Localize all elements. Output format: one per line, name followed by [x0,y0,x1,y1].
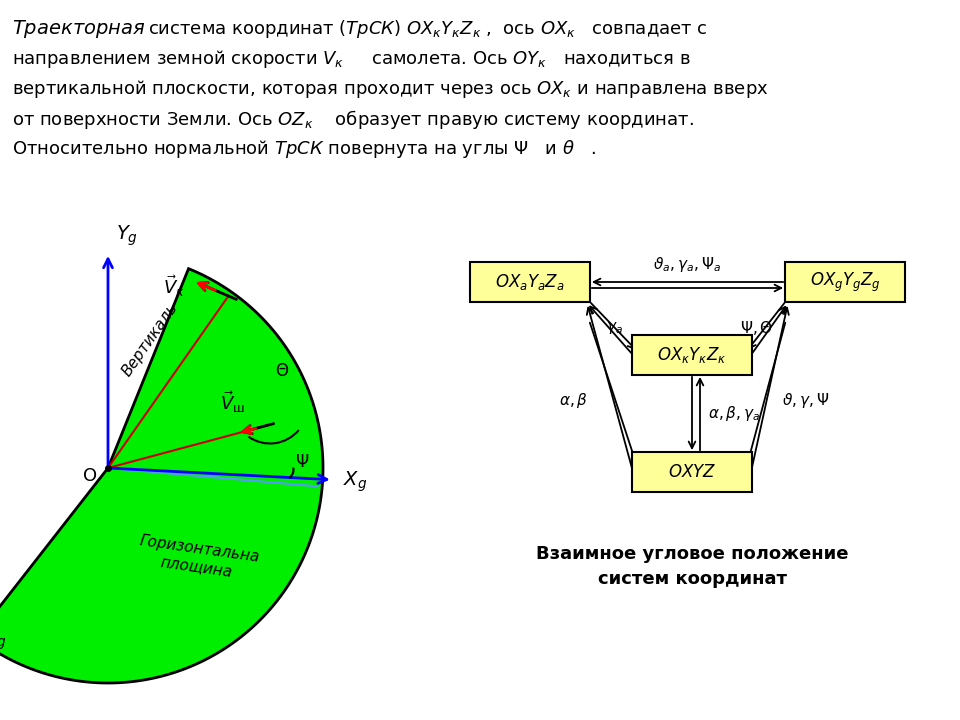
Text: Вертикаль: Вертикаль [119,301,180,379]
FancyBboxPatch shape [470,262,590,302]
Text: $\alpha, \beta$: $\alpha, \beta$ [560,392,588,410]
FancyBboxPatch shape [632,335,752,375]
Text: от поверхности Земли. Ось $\mathit{OZ_{\kappa}}$    образует правую систему коор: от поверхности Земли. Ось $\mathit{OZ_{\… [12,108,694,131]
Text: $\mathbf{\mathit{Траекторная}}$: $\mathbf{\mathit{Траекторная}}$ [12,18,146,40]
Text: вертикальной плоскости, которая проходит через ось $\mathit{OX_{\kappa}}$ и напр: вертикальной плоскости, которая проходит… [12,78,769,100]
Text: Горизонтальна
площина: Горизонтальна площина [135,534,260,582]
Text: $\Psi, \Theta$: $\Psi, \Theta$ [739,319,773,337]
Text: $\gamma_a$: $\gamma_a$ [606,320,622,336]
Text: $\vartheta, \gamma, \Psi$: $\vartheta, \gamma, \Psi$ [782,392,829,410]
Text: $\mathit{Y_g}$: $\mathit{Y_g}$ [116,223,138,248]
Text: $\vec{V}_{\rm ш}$: $\vec{V}_{\rm ш}$ [220,390,245,415]
Text: Относительно нормальной $\mathit{ТрСК}$ повернута на углы $\Psi$   и $\theta$   : Относительно нормальной $\mathit{ТрСК}$ … [12,138,596,160]
Text: $\mathit{Z_g}$: $\mathit{Z_g}$ [0,628,7,652]
Text: $\Theta$: $\Theta$ [275,362,289,380]
Text: $OX_\kappa Y_\kappa Z_\kappa$: $OX_\kappa Y_\kappa Z_\kappa$ [658,345,727,365]
Text: $\alpha, \beta, \gamma_a$: $\alpha, \beta, \gamma_a$ [708,404,760,423]
FancyBboxPatch shape [632,452,752,492]
FancyBboxPatch shape [785,262,905,302]
Text: $\mathit{X_g}$: $\mathit{X_g}$ [343,469,367,494]
Text: $OX_aY_aZ_a$: $OX_aY_aZ_a$ [495,272,564,292]
Text: $OX_gY_gZ_g$: $OX_gY_gZ_g$ [809,271,880,294]
Text: $OXYZ$: $OXYZ$ [668,463,716,481]
Polygon shape [0,269,323,683]
Text: Взаимное угловое положение
систем координат: Взаимное угловое положение систем коорди… [536,545,849,588]
Text: $\vec{V}_\kappa$: $\vec{V}_\kappa$ [162,273,184,299]
Text: $\Psi$: $\Psi$ [295,453,309,471]
Text: $\vartheta_a, \gamma_a, \Psi_a$: $\vartheta_a, \gamma_a, \Psi_a$ [654,254,722,274]
Text: система координат ($\mathit{ТрСК}$) $\mathit{OX_{\kappa}Y_{\kappa}Z_{\kappa}}$ ,: система координат ($\mathit{ТрСК}$) $\ma… [148,18,708,40]
Text: направлением земной скорости $\mathit{V_{\kappa}}$     самолета. Ось $\mathit{OY: направлением земной скорости $\mathit{V_… [12,48,690,70]
Text: O: O [83,467,97,485]
